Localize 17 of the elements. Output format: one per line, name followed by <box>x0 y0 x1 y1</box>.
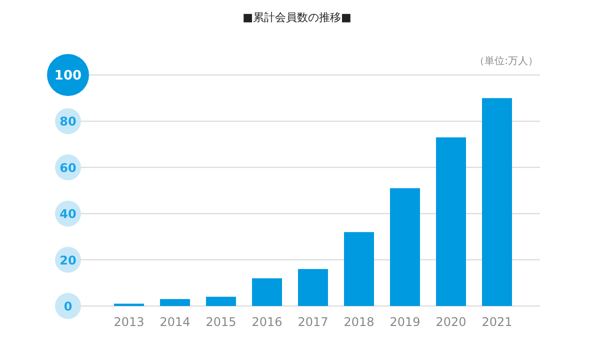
x-tick-label: 2018 <box>344 315 374 329</box>
x-tick-label: 2016 <box>252 315 282 329</box>
x-tick-label: 2014 <box>160 315 190 329</box>
x-tick-label: 2019 <box>390 315 420 329</box>
x-tick-label: 2013 <box>114 315 144 329</box>
x-tick-label: 2020 <box>436 315 466 329</box>
x-tick-label: 2017 <box>298 315 328 329</box>
y-axis-title: （単位:万人） <box>474 55 538 67</box>
y-tick-label: 0 <box>64 300 72 314</box>
y-tick-label: 100 <box>54 68 82 84</box>
y-tick-label: 40 <box>60 207 76 222</box>
chart-title: ■累計会員数の推移■ <box>242 11 352 24</box>
y-tick-label: 80 <box>60 114 76 129</box>
y-tick-label: 60 <box>60 160 76 175</box>
x-tick-label: 2015 <box>206 315 236 329</box>
x-tick-label: 2021 <box>482 315 512 329</box>
y-tick-label: 20 <box>60 253 76 268</box>
